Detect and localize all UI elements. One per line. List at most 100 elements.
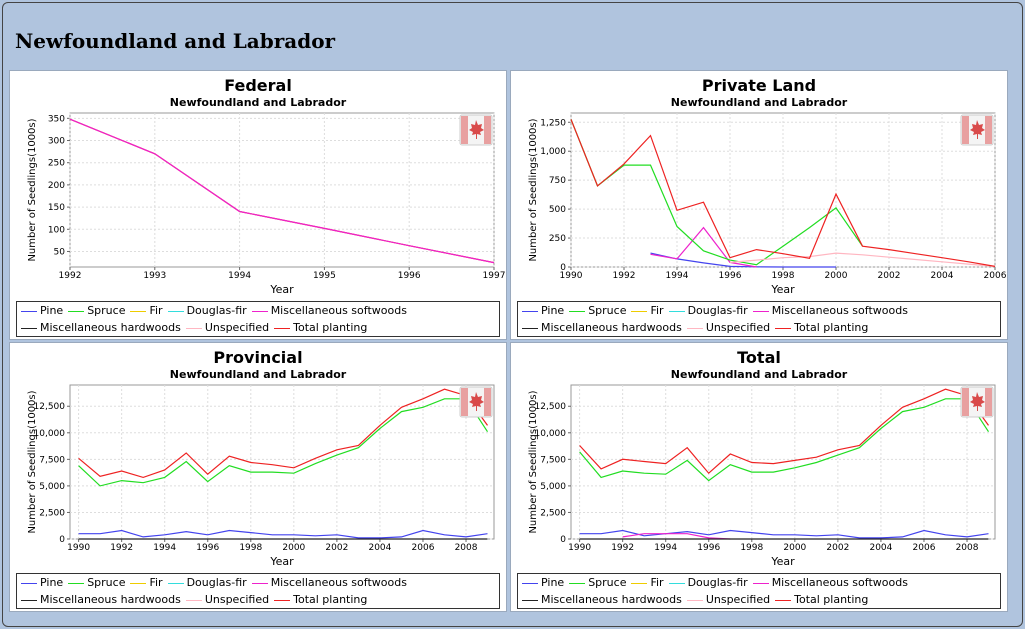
legend-row: Miscellaneous hardwoods Unspecified Total … [21, 593, 372, 606]
x-tick-label: 1992 [110, 543, 133, 553]
y-tick-label: 7,500 [39, 455, 65, 465]
x-tick-label: 2004 [368, 543, 391, 553]
legend-swatch [668, 582, 685, 584]
legend-swatch [68, 310, 85, 312]
legend-label: Douglas-fir [186, 576, 247, 589]
legend-swatch [775, 599, 792, 601]
y-tick-label: 150 [48, 203, 65, 213]
legend-swatch [185, 327, 202, 329]
legend-label: Fir [149, 576, 163, 589]
legend-item-total-planting: Total planting [775, 321, 868, 334]
x-tick-label: 1996 [719, 271, 742, 281]
y-tick-label: 2,500 [540, 508, 566, 518]
legend-label: Total planting [794, 593, 869, 606]
legend-row: Pine Spruce Fir Douglas-fir Miscellaneous so… [522, 304, 913, 317]
legend-label: Pine [40, 304, 64, 317]
x-tick-label: 2000 [282, 543, 305, 553]
legend-item-miscellaneous-hardwoods: Miscellaneous hardwoods [522, 321, 682, 334]
legend-swatch [686, 599, 703, 601]
legend-item-fir: Fir [631, 576, 664, 589]
chart-subtitle: Newfoundland and Labrador [170, 368, 347, 381]
legend-label: Miscellaneous hardwoods [541, 593, 682, 606]
chart-title: Provincial [213, 348, 302, 367]
legend-item-total-planting: Total planting [775, 593, 868, 606]
legend-label: Fir [650, 576, 664, 589]
x-tick-label: 2000 [825, 271, 848, 281]
legend-swatch [775, 327, 792, 329]
y-tick-label: 350 [48, 114, 65, 124]
legend-item-pine: Pine [21, 576, 63, 589]
x-tick-label: 1997 [483, 271, 506, 281]
chart-legend: Pine Spruce Fir Douglas-fir Miscellaneous so… [16, 301, 500, 337]
y-tick-label: 0 [560, 263, 566, 273]
y-tick-label: 10,000 [34, 429, 66, 439]
y-tick-label: 1,000 [540, 147, 566, 157]
chart-panel-provincial: Provincial Newfoundland and Labrador 0 2,50… [9, 342, 507, 612]
series-line-total-planting [579, 388, 989, 475]
x-tick-label: 2004 [869, 543, 892, 553]
legend-label: Pine [541, 304, 565, 317]
legend-label: Unspecified [204, 593, 270, 606]
series-line-spruce [78, 398, 489, 487]
series-line-total-planting [78, 388, 488, 479]
chart-subtitle: Newfoundland and Labrador [671, 96, 848, 109]
y-tick-label: 12,500 [535, 402, 567, 412]
x-tick-label: 1996 [398, 271, 421, 281]
y-tick-label: 100 [48, 225, 65, 235]
legend-row: Miscellaneous hardwoods Unspecified Total … [21, 321, 372, 334]
legend-label: Total planting [293, 321, 368, 334]
legend-swatch [569, 310, 586, 312]
legend-swatch [130, 310, 147, 312]
series-line-miscellaneous-softwoods [69, 118, 495, 264]
legend-item-douglas-fir: Douglas-fir [668, 304, 748, 317]
x-tick-label: 2002 [878, 271, 901, 281]
legend-swatch [21, 327, 37, 329]
x-tick-label: 1993 [143, 271, 166, 281]
x-tick-label: 1994 [228, 271, 251, 281]
legend-label: Douglas-fir [687, 304, 748, 317]
x-tick-label: 2008 [455, 543, 478, 553]
legend-label: Pine [40, 576, 64, 589]
legend-swatch [167, 310, 184, 312]
legend-swatch [21, 310, 37, 312]
legend-swatch [274, 327, 291, 329]
chart-legend: Pine Spruce Fir Douglas-fir Miscellaneous so… [517, 301, 1001, 337]
x-tick-label: 2000 [783, 543, 806, 553]
chart-legend: Pine Spruce Fir Douglas-fir Miscellaneous so… [16, 573, 500, 609]
x-axis-label: Year [269, 283, 294, 296]
legend-row: Pine Spruce Fir Douglas-fir Miscellaneous so… [21, 304, 412, 317]
legend-swatch [686, 327, 703, 329]
chart-subtitle: Newfoundland and Labrador [671, 368, 848, 381]
legend-item-pine: Pine [21, 304, 63, 317]
y-tick-label: 7,500 [540, 455, 566, 465]
legend-swatch [522, 582, 538, 584]
x-tick-label: 2006 [913, 543, 936, 553]
y-tick-label: 12,500 [34, 402, 66, 412]
legend-item-total-planting: Total planting [274, 593, 367, 606]
x-tick-label: 2006 [984, 271, 1007, 281]
x-axis-label: Year [269, 555, 294, 568]
legend-label: Fir [149, 304, 163, 317]
legend-swatch [522, 310, 538, 312]
y-tick-label: 0 [59, 535, 65, 545]
legend-label: Spruce [87, 304, 126, 317]
y-tick-label: 5,000 [540, 482, 566, 492]
legend-label: Miscellaneous hardwoods [40, 321, 181, 334]
legend-row: Pine Spruce Fir Douglas-fir Miscellaneous so… [522, 576, 913, 589]
canada-flag-icon [960, 386, 994, 418]
canada-flag-icon [459, 386, 493, 418]
chart-legend: Pine Spruce Fir Douglas-fir Miscellaneous so… [517, 573, 1001, 609]
x-tick-label: 1992 [613, 271, 636, 281]
y-tick-label: 0 [560, 535, 566, 545]
legend-swatch [130, 582, 147, 584]
legend-label: Miscellaneous softwoods [771, 304, 908, 317]
x-tick-label: 2006 [412, 543, 435, 553]
legend-item-miscellaneous-hardwoods: Miscellaneous hardwoods [522, 593, 682, 606]
legend-swatch [251, 582, 268, 584]
legend-label: Miscellaneous softwoods [270, 576, 407, 589]
y-tick-label: 2,500 [39, 508, 65, 518]
series-line-spruce [579, 398, 990, 482]
